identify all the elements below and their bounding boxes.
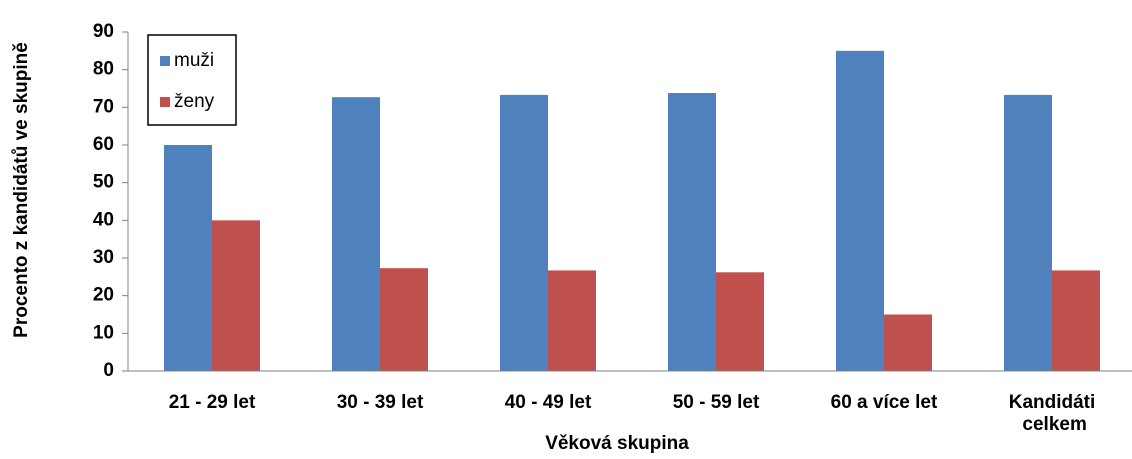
y-tick-label: 30 — [93, 247, 114, 268]
x-tick-label: 21 - 29 let — [169, 392, 256, 413]
bar — [548, 270, 596, 371]
y-tick-label: 90 — [93, 21, 114, 42]
bar — [380, 268, 428, 371]
y-tick-label: 0 — [103, 360, 114, 381]
legend-label: muži — [174, 50, 214, 71]
legend-swatch — [160, 56, 170, 66]
bar — [716, 272, 764, 371]
bar — [164, 145, 212, 371]
x-tick-label: 50 - 59 let — [673, 392, 760, 413]
y-tick-label: 70 — [93, 96, 114, 117]
y-tick-label: 40 — [93, 209, 114, 230]
bar — [668, 93, 716, 372]
y-tick-label: 10 — [93, 322, 114, 343]
y-tick-label: 80 — [93, 59, 114, 80]
bar — [836, 50, 884, 371]
bar — [1004, 94, 1052, 372]
legend-label: ženy — [174, 91, 215, 112]
x-axis-title: Věková skupina — [545, 433, 689, 454]
bar — [884, 314, 932, 371]
bar — [332, 97, 380, 371]
legend-box — [147, 34, 237, 126]
bar — [500, 94, 548, 372]
x-tick-label: 30 - 39 let — [337, 392, 424, 413]
x-tick-label: 60 a více let — [831, 392, 938, 413]
x-tick-label: 40 - 49 let — [505, 392, 592, 413]
bar — [212, 220, 260, 371]
y-tick-label: 60 — [93, 134, 114, 155]
legend-swatch — [160, 97, 170, 107]
x-tick-label: Kandidáti celkem — [1009, 392, 1096, 435]
bar — [1052, 270, 1100, 371]
y-tick-label: 20 — [93, 285, 114, 306]
y-tick-label: 50 — [93, 172, 114, 193]
y-axis-title: Procento z kandidátů ve skupině — [11, 42, 32, 338]
